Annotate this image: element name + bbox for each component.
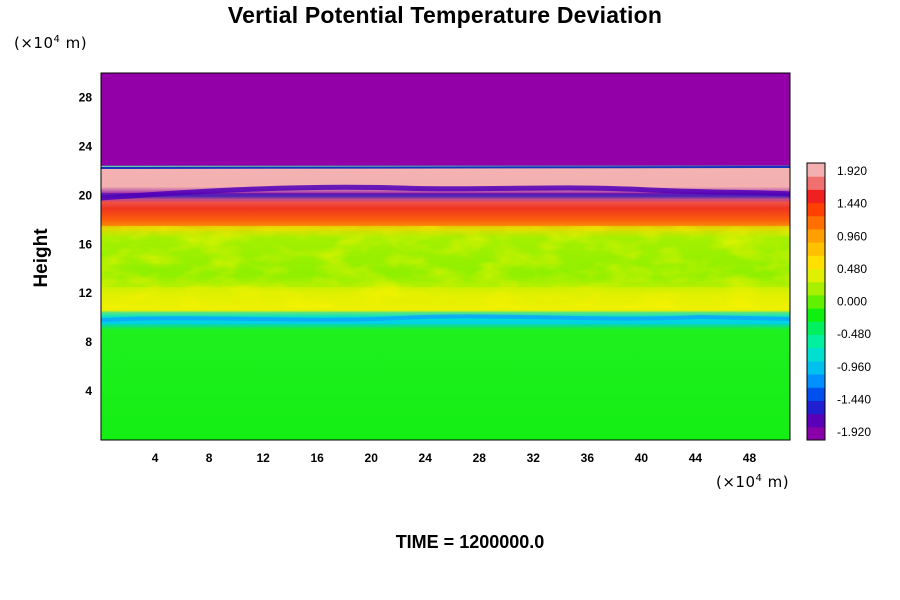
colorbar-tick-label: -0.480 bbox=[837, 327, 871, 341]
colorbar-swatch bbox=[807, 202, 825, 217]
x-tick-label: 28 bbox=[473, 451, 487, 465]
colorbar-swatch bbox=[807, 294, 825, 309]
colorbar: 1.920 1.440 0.960 0.480 0.000 -0.480 -0.960 -1.… bbox=[806, 162, 871, 441]
colorbar-tick-label: 1.920 bbox=[837, 164, 867, 178]
colorbar-swatch bbox=[807, 189, 825, 204]
colorbar-swatch bbox=[807, 413, 825, 428]
y-tick-label: 24 bbox=[79, 139, 93, 153]
time-label: TIME = 1200000.0 bbox=[395, 532, 545, 552]
y-tick-label: 16 bbox=[79, 237, 93, 251]
colorbar-swatch bbox=[807, 360, 825, 375]
x-axis-ticks: 4 8 12 16 20 24 28 32 36 40 44 48 bbox=[152, 451, 757, 465]
colorbar-tick-label: -1.920 bbox=[837, 425, 871, 439]
colorbar-swatch bbox=[807, 163, 825, 177]
y-tick-label: 28 bbox=[79, 90, 93, 104]
colorbar-swatch bbox=[807, 242, 825, 256]
colorbar-swatch bbox=[807, 255, 825, 270]
chart-title: Vertial Potential Temperature Deviation bbox=[227, 2, 663, 28]
y-axis-unit: (×104 m) bbox=[14, 34, 88, 52]
x-axis-unit: (×104 m) bbox=[716, 473, 790, 491]
band-5 bbox=[101, 192, 790, 202]
x-tick-label: 36 bbox=[581, 451, 595, 465]
colorbar-swatch bbox=[807, 426, 825, 441]
colorbar-tick-label: -1.440 bbox=[837, 392, 871, 406]
x-tick-label: 20 bbox=[365, 451, 379, 465]
colorbar-swatch bbox=[807, 387, 825, 401]
colorbar-swatch bbox=[807, 228, 825, 243]
colorbar-swatch bbox=[807, 347, 825, 362]
colorbar-swatch bbox=[807, 215, 825, 230]
x-tick-label: 8 bbox=[206, 451, 213, 465]
colorbar-swatch bbox=[807, 321, 825, 335]
x-tick-label: 16 bbox=[310, 451, 324, 465]
colorbar-swatch bbox=[807, 374, 825, 388]
band-7 bbox=[101, 73, 790, 166]
x-tick-label: 44 bbox=[689, 451, 703, 465]
x-tick-label: 12 bbox=[256, 451, 270, 465]
y-tick-label: 20 bbox=[79, 188, 93, 202]
colorbar-tick-label: 0.960 bbox=[837, 229, 867, 243]
colorbar-tick-label: 1.440 bbox=[837, 197, 867, 211]
colorbar-tick-label: -0.960 bbox=[837, 360, 871, 374]
x-tick-label: 48 bbox=[743, 451, 757, 465]
y-axis-ticks: 4 8 12 16 20 24 28 bbox=[79, 90, 93, 398]
colorbar-swatch bbox=[807, 400, 825, 415]
plot-area bbox=[101, 73, 790, 440]
colorbar-swatch bbox=[807, 308, 825, 322]
x-tick-label: 32 bbox=[527, 451, 541, 465]
colorbar-swatch bbox=[807, 334, 825, 349]
y-tick-label: 4 bbox=[85, 384, 92, 398]
x-tick-label: 24 bbox=[419, 451, 433, 465]
x-tick-label: 40 bbox=[635, 451, 649, 465]
x-tick-label: 4 bbox=[152, 451, 159, 465]
y-tick-label: 8 bbox=[85, 335, 92, 349]
colorbar-swatch bbox=[807, 281, 825, 296]
colorbar-tick-label: 0.000 bbox=[837, 295, 867, 309]
band-0 bbox=[101, 323, 790, 440]
band-4 bbox=[101, 201, 790, 226]
y-tick-label: 12 bbox=[79, 286, 93, 300]
colorbar-swatch bbox=[807, 268, 825, 283]
colorbar-tick-label: 0.480 bbox=[837, 262, 867, 276]
colorbar-swatch bbox=[807, 176, 825, 190]
